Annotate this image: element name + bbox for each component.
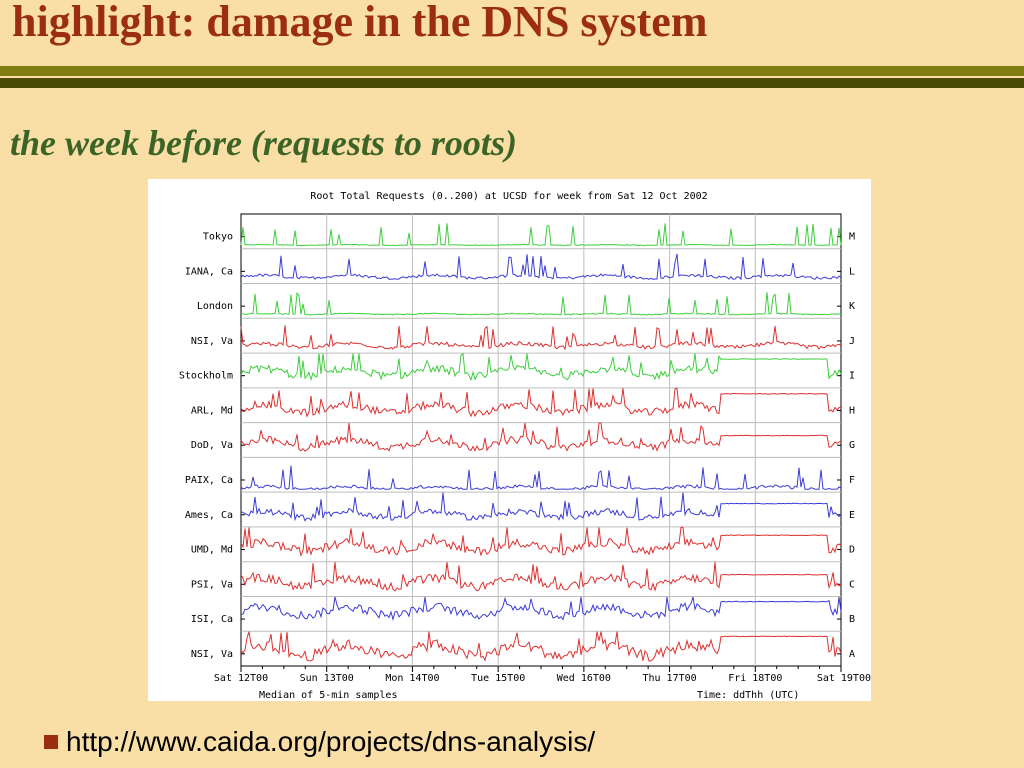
row-label: London [197, 301, 233, 312]
row-label: DoD, Va [191, 440, 233, 451]
row-letter: F [849, 475, 855, 486]
row-letter: L [849, 266, 855, 277]
x-tick-label: Thu 17T00 [642, 673, 696, 684]
row-label: NSI, Va [191, 336, 233, 347]
x-tick-label: Sat 12T00 [214, 673, 268, 684]
caida-link[interactable]: http://www.caida.org/projects/dns-analys… [66, 726, 596, 757]
row-label: Tokyo [203, 232, 233, 243]
title-rule-top [0, 66, 1024, 76]
row-letter: C [849, 579, 855, 590]
series-line [240, 562, 842, 592]
row-label: ARL, Md [191, 405, 233, 416]
row-letter: D [849, 545, 855, 556]
series-line [240, 223, 842, 247]
row-label: Stockholm [179, 371, 233, 382]
chart-time-note: Time: ddThh (UTC) [697, 690, 799, 701]
series-line [240, 291, 841, 316]
x-tick-label: Wed 16T00 [557, 673, 611, 684]
row-label: UMD, Md [191, 545, 233, 556]
series-line [240, 387, 842, 418]
row-letter: A [849, 649, 855, 660]
chart-xlabel: Median of 5-min samples [259, 690, 397, 701]
title-rule-bottom [0, 78, 1024, 88]
row-letter: K [849, 301, 855, 312]
row-label: ISI, Ca [191, 614, 233, 625]
series-line [240, 352, 842, 382]
series-line [240, 631, 842, 662]
series-line [240, 253, 842, 281]
footer-link-row: http://www.caida.org/projects/dns-analys… [44, 724, 595, 760]
chart: Root Total Requests (0..200) at UCSD for… [148, 179, 871, 701]
slide-title: highlight: damage in the DNS system [12, 0, 708, 46]
row-letter: G [849, 440, 855, 451]
row-letter: E [849, 510, 855, 521]
series-line [240, 526, 842, 557]
row-letter: H [849, 405, 855, 416]
x-tick-label: Mon 14T00 [385, 673, 439, 684]
slide-subtitle: the week before (requests to roots) [10, 123, 517, 163]
row-label: PSI, Va [191, 579, 233, 590]
x-tick-label: Sat 19T00 [817, 673, 871, 684]
row-letter: J [849, 336, 855, 347]
x-tick-label: Tue 15T00 [471, 673, 525, 684]
row-label: IANA, Ca [185, 266, 233, 277]
series-line [240, 465, 842, 491]
row-label: PAIX, Ca [185, 475, 233, 486]
chart-svg: Root Total Requests (0..200) at UCSD for… [179, 191, 871, 701]
series-line [240, 492, 842, 522]
row-letter: B [849, 614, 855, 625]
row-letter: M [849, 232, 855, 243]
row-letter: I [849, 371, 855, 382]
series-line [240, 325, 842, 351]
series-line [240, 596, 842, 622]
x-tick-label: Sun 13T00 [300, 673, 354, 684]
bullet-square-icon [44, 735, 58, 749]
plot-area: Tokyo M IANA, Ca L London K NSI, Va J Stockholm I… [179, 213, 871, 684]
row-label: Ames, Ca [185, 510, 233, 521]
series-line [240, 422, 842, 452]
row-label: NSI, Va [191, 649, 233, 660]
x-tick-label: Fri 18T00 [728, 673, 782, 684]
chart-title: Root Total Requests (0..200) at UCSD for… [310, 191, 707, 202]
